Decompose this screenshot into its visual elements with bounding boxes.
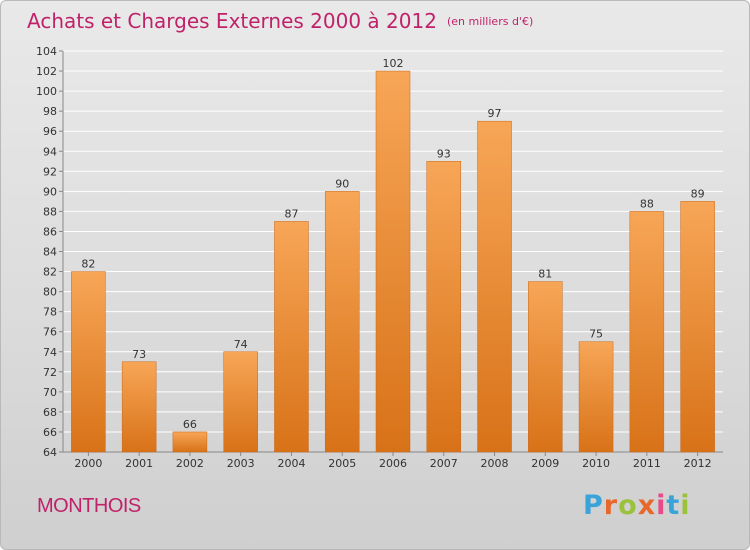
x-tick-label: 2000 <box>74 457 102 470</box>
y-tick-label: 72 <box>43 366 57 379</box>
data-label: 74 <box>234 338 248 351</box>
commune-name: MONTHOIS <box>37 495 141 517</box>
data-label: 81 <box>538 268 552 281</box>
y-tick-label: 92 <box>43 165 57 178</box>
x-tick-label: 2004 <box>277 457 305 470</box>
x-tick-label: 2007 <box>430 457 458 470</box>
data-label: 75 <box>589 328 603 341</box>
bar <box>477 120 512 453</box>
brand-letter: i <box>680 490 691 521</box>
brand-letter: t <box>666 490 681 521</box>
y-tick-label: 104 <box>36 45 57 58</box>
y-tick-label: 76 <box>43 326 57 339</box>
brand-letter: r <box>603 490 619 521</box>
bar <box>121 361 157 453</box>
proxiti-logo: Proxiti <box>583 490 691 521</box>
data-label: 87 <box>284 207 298 220</box>
x-tick-label: 2003 <box>227 457 255 470</box>
y-tick-label: 74 <box>43 346 57 359</box>
plot-area: 64 66 68 70 72 74 76 78 80 82 84 86 88 90 92 94 96 98 100 1… <box>36 45 723 470</box>
bar <box>223 351 258 453</box>
data-label: 66 <box>183 418 197 431</box>
y-tick-label: 90 <box>43 185 57 198</box>
y-tick-label: 86 <box>43 225 57 238</box>
data-label: 88 <box>640 197 654 210</box>
bar <box>629 211 665 453</box>
brand-letter: i <box>656 490 667 521</box>
y-tick-label: 66 <box>43 426 57 439</box>
x-tick-label: 2001 <box>125 457 153 470</box>
y-tick-label: 100 <box>36 85 57 98</box>
x-tick-label: 2011 <box>633 457 661 470</box>
chart-subtitle: (en milliers d'€) <box>446 15 534 28</box>
y-tick-label: 98 <box>43 105 57 118</box>
y-tick-label: 84 <box>43 246 57 259</box>
x-tick-label: 2010 <box>582 457 610 470</box>
brand-letter: P <box>583 490 604 521</box>
x-tick-label: 2008 <box>481 457 509 470</box>
brand-letter: o <box>618 490 638 521</box>
bar <box>172 431 208 453</box>
bar <box>375 70 411 453</box>
bar <box>680 201 715 453</box>
y-tick-label: 82 <box>43 266 57 279</box>
brand-letter: x <box>637 490 657 521</box>
x-tick-label: 2006 <box>379 457 407 470</box>
bar <box>71 271 106 453</box>
y-tick-label: 78 <box>43 306 57 319</box>
bar <box>578 341 614 453</box>
data-label: 89 <box>691 187 705 200</box>
bar <box>274 221 309 453</box>
y-tick-label: 80 <box>43 286 57 299</box>
bar <box>528 281 563 453</box>
y-tick-label: 88 <box>43 205 57 218</box>
data-label: 82 <box>81 258 95 271</box>
x-tick-label: 2009 <box>531 457 559 470</box>
x-tick-label: 2002 <box>176 457 204 470</box>
x-tick-label: 2012 <box>684 457 712 470</box>
y-tick-label: 94 <box>43 145 57 158</box>
data-label: 73 <box>132 348 146 361</box>
data-label: 102 <box>383 57 404 70</box>
data-label: 97 <box>488 107 502 120</box>
data-label: 90 <box>335 177 349 190</box>
y-tick-label: 68 <box>43 406 57 419</box>
bar <box>426 161 462 453</box>
y-tick-label: 102 <box>36 65 57 78</box>
chart-title: Achats et Charges Externes 2000 à 2012 (e… <box>27 9 533 33</box>
data-label: 93 <box>437 147 451 160</box>
y-tick-label: 64 <box>43 446 57 459</box>
y-tick-label: 70 <box>43 386 57 399</box>
bar <box>324 191 360 453</box>
y-tick-label: 96 <box>43 125 57 138</box>
chart-title-text: Achats et Charges Externes 2000 à 2012 <box>27 9 437 33</box>
x-tick-label: 2005 <box>328 457 356 470</box>
